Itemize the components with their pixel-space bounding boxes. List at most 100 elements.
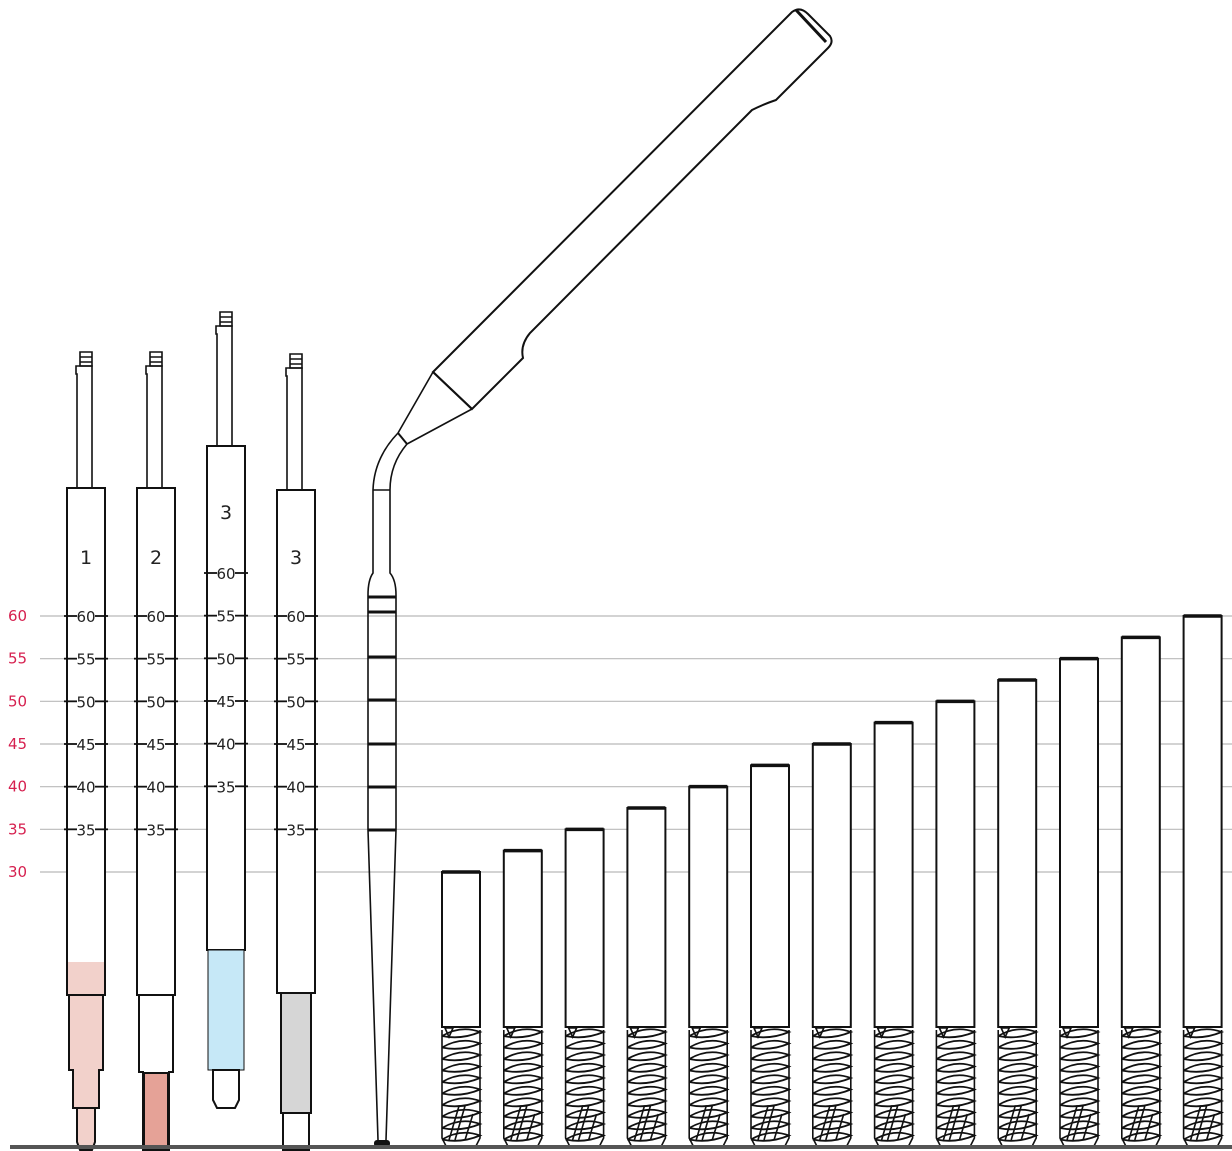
implant-body: [626, 807, 667, 1028]
threaded-implant-icon: [1059, 656, 1101, 1147]
depth-mark-label: 50: [216, 650, 235, 668]
implant-threads: [1183, 1028, 1225, 1142]
shaft: [145, 365, 163, 488]
depth-mark-label: 45: [216, 693, 235, 711]
color-band: [68, 962, 104, 995]
threaded-implant-icon: [502, 848, 545, 1147]
implant-flutes: [443, 1027, 474, 1141]
depth-mark-label: 55: [76, 651, 95, 669]
driver-number: 3: [290, 547, 302, 569]
implant-body: [873, 721, 914, 1029]
depth-mark-label: 50: [76, 693, 95, 711]
graduated-section: [367, 595, 397, 1141]
threaded-implant-icon: [1182, 614, 1225, 1147]
depth-mark-label: 60: [286, 608, 305, 626]
implant-flutes: [567, 1027, 598, 1141]
implant-threads: [1121, 1028, 1163, 1142]
shaft: [285, 367, 303, 490]
threaded-implant-icon: [626, 806, 668, 1147]
implant-threads: [874, 1028, 916, 1142]
depth-mark-label: 40: [216, 736, 235, 754]
depth-mark-label: 55: [146, 651, 165, 669]
depth-mark-label: 60: [146, 608, 165, 626]
depth-mark-label: 45: [146, 736, 165, 754]
implant-flutes: [999, 1027, 1030, 1141]
implant-flutes: [752, 1027, 783, 1141]
driver-body: [136, 487, 176, 996]
hex-connector-icon: [79, 351, 93, 367]
implant-body: [935, 700, 976, 1028]
threaded-implant-icon: [441, 870, 483, 1147]
implant-flutes: [629, 1027, 660, 1141]
driver-number: 1: [80, 547, 92, 569]
threaded-implant-icon: [1120, 635, 1163, 1147]
implant-flutes: [690, 1027, 721, 1141]
implant-body: [1182, 615, 1223, 1028]
depth-mark-label: 50: [146, 693, 165, 711]
implant-body: [441, 871, 481, 1028]
handle-cap: [794, 8, 828, 44]
color-band: [143, 1072, 169, 1151]
shaft: [215, 325, 233, 446]
depth-mark-label: 35: [286, 821, 305, 839]
threaded-implant-icon: [873, 720, 916, 1147]
implant-flutes: [938, 1027, 969, 1141]
depth-mark-label: 40: [76, 779, 95, 797]
implant-threads: [441, 1028, 483, 1142]
color-band: [207, 949, 245, 1071]
scale-label: 40: [8, 778, 27, 796]
implant-threads: [503, 1028, 545, 1142]
implant-body: [564, 828, 605, 1028]
neck-ring: [397, 432, 408, 445]
implant-flutes: [1185, 1027, 1216, 1141]
color-band: [280, 992, 312, 1114]
depth-mark-label: 50: [286, 693, 305, 711]
depth-mark-label: 60: [76, 608, 95, 626]
driver-tip: [68, 994, 104, 1109]
scale-label: 55: [8, 650, 27, 668]
implant-threads: [565, 1028, 607, 1142]
hex-connector-icon: [219, 311, 233, 327]
implant-flutes: [814, 1027, 845, 1141]
implant-body: [811, 743, 852, 1028]
threaded-implant-icon: [997, 678, 1039, 1147]
implant-threads: [626, 1028, 668, 1142]
driver-number: 2: [150, 547, 162, 569]
hex-connector-icon: [289, 353, 303, 369]
depth-mark-label: 55: [286, 651, 305, 669]
angled-depth-probe-icon: [367, 8, 833, 1147]
scale-label: 45: [8, 735, 27, 753]
probe-shaft: [367, 490, 397, 596]
depth-mark-label: 55: [216, 608, 235, 626]
hex-connector-icon: [149, 351, 163, 367]
depth-driver-4: 3 60 55 50 45 40 35: [274, 353, 318, 1151]
handle-collar: [432, 371, 473, 410]
implant-flutes: [1123, 1027, 1154, 1141]
threaded-implant-icon: [750, 763, 792, 1147]
implant-threads: [997, 1028, 1039, 1142]
probe-neck: [397, 371, 473, 445]
depth-mark-label: 60: [216, 565, 235, 583]
driver-point: [76, 1107, 96, 1151]
implant-body: [688, 785, 729, 1029]
implant-threads: [1059, 1028, 1101, 1142]
scale-label: 35: [8, 820, 27, 838]
driver-point: [282, 1112, 310, 1151]
depth-mark-label: 35: [216, 778, 235, 796]
implant-body: [502, 849, 543, 1029]
scale-label: 50: [8, 692, 27, 710]
probe-bend: [372, 432, 408, 491]
implant-body: [997, 679, 1038, 1028]
implant-threads: [812, 1028, 854, 1142]
implant-body: [750, 764, 790, 1028]
depth-mark-label: 35: [146, 821, 165, 839]
depth-mark-label: 45: [286, 736, 305, 754]
implant-body: [1059, 657, 1099, 1029]
depth-mark-label: 40: [286, 779, 305, 797]
implant-threads: [935, 1028, 977, 1142]
depth-mark-label: 40: [146, 779, 165, 797]
implant-flutes: [1061, 1027, 1092, 1141]
driver-number: 3: [220, 502, 232, 524]
depth-driver-3: 3 60 55 50 45 40 35: [204, 311, 248, 1109]
